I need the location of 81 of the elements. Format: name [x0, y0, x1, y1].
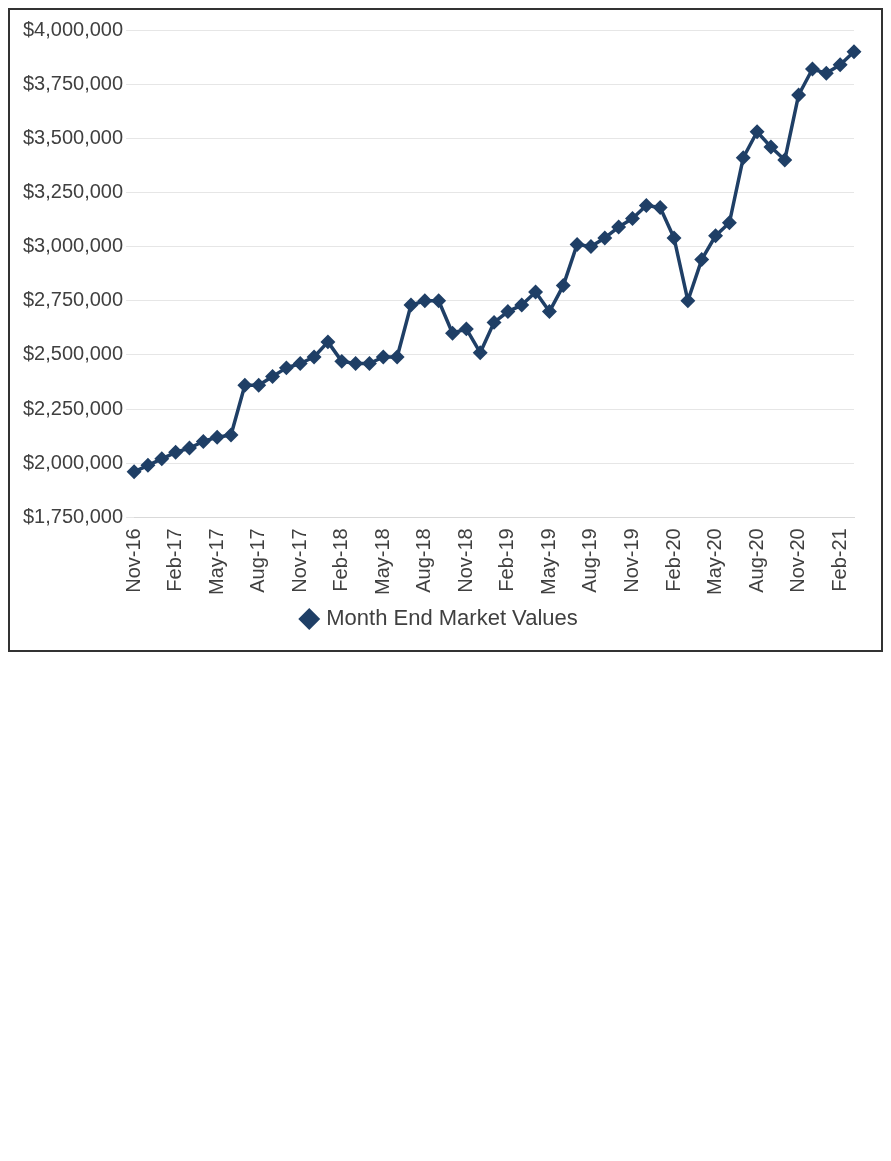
point: [805, 62, 820, 76]
point: [681, 293, 695, 308]
point: [736, 151, 750, 165]
point: [542, 304, 557, 319]
point: [445, 326, 460, 340]
x-tick-label: Feb-18: [329, 528, 352, 592]
x-tick-label: Nov-18: [453, 528, 476, 593]
point: [570, 237, 584, 252]
x-tick-label: May-20: [703, 528, 726, 596]
y-tick-label: $3,000,000: [22, 234, 124, 257]
point: [847, 44, 861, 59]
y-tick-label: $2,750,000: [22, 288, 124, 311]
legend-label: Month End Market Values: [326, 605, 578, 631]
x-tick-label: Aug-17: [246, 528, 269, 593]
point: [556, 278, 571, 293]
point: [722, 216, 737, 230]
point: [321, 335, 335, 349]
y-tick-label: $4,000,000: [22, 17, 124, 40]
point: [251, 378, 266, 392]
point: [584, 239, 598, 254]
point: [348, 356, 363, 371]
x-tick-label: Feb-19: [495, 528, 518, 592]
point: [653, 200, 667, 215]
point: [625, 211, 640, 226]
x-tick-label: Aug-20: [744, 528, 767, 593]
point: [168, 445, 183, 460]
y-tick-label: $3,500,000: [22, 125, 124, 148]
y-tick-label: $2,000,000: [22, 450, 124, 473]
point: [335, 354, 349, 369]
point: [141, 458, 155, 473]
x-tick-label: May-19: [536, 528, 559, 596]
point: [514, 298, 529, 312]
point: [611, 220, 626, 234]
x-tick-label: Feb-20: [661, 528, 684, 592]
point: [459, 322, 474, 336]
point: [694, 252, 709, 267]
point: [750, 125, 764, 139]
point: [431, 293, 446, 308]
point: [819, 66, 834, 81]
x-tick-label: Aug-18: [412, 528, 435, 593]
x-tick-label: Nov-19: [620, 528, 643, 593]
point: [487, 315, 501, 330]
point: [791, 88, 806, 102]
y-tick-label: $2,250,000: [22, 396, 124, 419]
point: [667, 231, 681, 245]
point: [418, 293, 432, 308]
point: [224, 428, 238, 442]
point: [293, 356, 307, 371]
x-tick-label: Aug-19: [578, 528, 601, 593]
y-tick-label: $2,500,000: [22, 342, 124, 365]
point: [238, 378, 252, 392]
point: [473, 345, 487, 360]
point: [708, 229, 723, 243]
point: [279, 361, 294, 375]
point: [764, 140, 778, 154]
point: [362, 356, 377, 371]
point: [404, 298, 418, 312]
point: [307, 350, 321, 364]
point: [196, 434, 211, 449]
point: [501, 304, 515, 319]
point: [182, 441, 197, 455]
x-tick-label: Nov-20: [786, 528, 809, 593]
point: [833, 57, 847, 72]
point: [155, 452, 169, 466]
point: [265, 369, 280, 384]
x-tick-label: Nov-16: [121, 528, 144, 593]
point: [598, 231, 612, 245]
point: [376, 350, 391, 364]
point: [390, 350, 404, 364]
x-tick-label: May-18: [370, 528, 393, 596]
x-tick-label: May-17: [204, 528, 227, 596]
x-tick-label: Feb-21: [827, 528, 850, 592]
point: [528, 285, 543, 299]
point: [778, 153, 792, 167]
y-tick-label: $3,750,000: [22, 71, 124, 94]
x-tick-label: Nov-17: [287, 528, 310, 593]
y-tick-label: $1,750,000: [22, 504, 124, 527]
point: [210, 430, 224, 444]
x-tick-label: Feb-17: [163, 528, 186, 592]
y-tick-label: $3,250,000: [22, 179, 124, 202]
point: [639, 198, 654, 213]
